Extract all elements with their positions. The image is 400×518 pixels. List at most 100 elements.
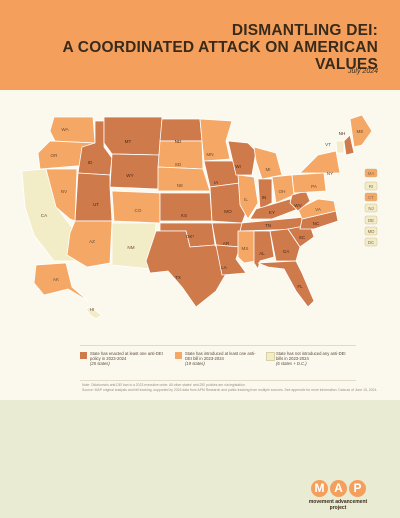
state-label-mo: MO: [224, 209, 232, 214]
state-label-al: AL: [259, 251, 265, 256]
state-label-mn: MN: [206, 152, 213, 157]
page-title: DISMANTLING DEI: A COORDINATED ATTACK ON…: [8, 22, 378, 73]
state-label-nc: NC: [313, 221, 320, 226]
state-box-de: [364, 215, 378, 225]
state-mt: [103, 116, 163, 156]
state-mn: [199, 118, 233, 162]
state-ut: [74, 172, 113, 222]
state-az: [66, 220, 113, 268]
state-label-ca: CA: [41, 213, 48, 218]
logo-letter-p: P: [349, 480, 366, 497]
state-box-label-nj: NJ: [368, 206, 373, 211]
state-box-ct: [364, 192, 378, 202]
state-box-nj: [364, 203, 378, 213]
state-label-ak: AK: [53, 277, 60, 282]
state-box-label-de: DE: [368, 218, 374, 223]
legend-swatch-introduced: [175, 352, 182, 359]
state-box-ma: [364, 168, 378, 178]
state-label-me: ME: [357, 129, 364, 134]
legend-note-not-introduced: (6 states + D.C.): [276, 361, 307, 367]
state-label-il: IL: [244, 197, 248, 202]
header-band: [0, 0, 400, 90]
state-mo: [209, 182, 249, 224]
map-logo: M A P movement advancement project: [300, 480, 376, 511]
state-label-hi: HI: [90, 307, 95, 312]
state-label-co: CO: [135, 208, 142, 213]
state-label-ok: OK*: [186, 234, 195, 239]
state-label-id: ID: [88, 160, 93, 165]
state-label-wa: WA: [61, 127, 69, 132]
state-box-label-md: MD: [368, 229, 375, 234]
state-label-sd: SD: [175, 162, 182, 167]
state-label-az: AZ: [89, 239, 95, 244]
title-line-2: A COORDINATED ATTACK ON AMERICAN VALUES: [62, 39, 378, 73]
state-label-ky: KY: [269, 210, 275, 215]
state-box-label-ma: MA: [368, 171, 375, 176]
state-ak: [33, 262, 89, 302]
logo-tagline: movement advancement project: [308, 499, 368, 511]
note-line-1: Note: Oklahoma's anti-DEI ban is a 2023 …: [82, 383, 246, 387]
state-va: [297, 198, 337, 220]
state-box-ri: [364, 181, 378, 191]
state-label-la: LA: [221, 265, 228, 270]
state-ky: [249, 198, 299, 220]
legend-text-introduced: State has introduced at least one anti-D…: [185, 351, 256, 362]
state-wi: [227, 140, 257, 176]
state-box-label-ri: RI: [369, 184, 373, 189]
legend-swatch-enacted: [80, 352, 87, 359]
us-map-svg: WA OR CA NV ID MT WY UT AZ CO NM ND SD NE KS OK* TX MN IA M…: [21, 114, 378, 320]
state-mi: [253, 146, 283, 180]
state-label-mi: MI: [265, 167, 270, 172]
state-ga: [269, 228, 301, 262]
state-label-or: OR: [51, 153, 59, 158]
state-ny: [299, 150, 341, 174]
state-label-mt: MT: [125, 139, 132, 144]
state-il: [237, 174, 259, 220]
state-ne: [157, 166, 211, 192]
state-label-nm: NM: [127, 245, 134, 250]
state-la: [215, 244, 247, 276]
legend-note-enacted: (25 states): [90, 361, 110, 367]
state-label-ne: NE: [177, 183, 183, 188]
state-label-tn: TN: [265, 223, 271, 228]
state-nh: [343, 134, 355, 156]
state-nv: [45, 168, 78, 222]
legend-text-enacted: State has enacted at least one anti-DEI …: [90, 351, 163, 362]
state-label-wy: WY: [126, 173, 133, 178]
title-line-1: DISMANTLING DEI:: [231, 22, 378, 39]
state-wy: [109, 153, 161, 190]
state-label-nv: NV: [61, 189, 68, 194]
state-ms: [237, 230, 257, 264]
state-label-sc: SC: [299, 235, 306, 240]
legend-swatch-not-introduced: [266, 352, 275, 361]
state-pa: [291, 172, 327, 194]
state-me: [349, 114, 373, 148]
state-label-ar: AR: [223, 241, 230, 246]
legend-text-not-introduced: State has not introduced any anti-DEI bi…: [276, 351, 346, 362]
source-notes: Note: Oklahoma's anti-DEI ban is a 2023 …: [82, 383, 382, 393]
state-label-in: IN: [262, 195, 267, 200]
state-label-pa: PA: [311, 184, 318, 189]
publication-date: July 2024: [348, 68, 378, 75]
state-label-ga: GA: [283, 249, 291, 254]
state-nd: [159, 118, 203, 142]
legend-note-introduced: (19 states): [185, 361, 205, 367]
state-box-md: [364, 226, 378, 236]
state-label-tx: TX: [175, 275, 181, 280]
state-label-nd: ND: [175, 139, 182, 144]
state-co: [111, 190, 161, 224]
state-label-oh: OH: [279, 189, 286, 194]
state-label-vt: VT: [325, 142, 331, 147]
state-label-nh: NH: [339, 131, 346, 136]
state-label-ks: KS: [181, 213, 187, 218]
state-tx: [145, 230, 231, 308]
state-fl: [257, 260, 315, 308]
footer-band: [0, 400, 400, 518]
us-map: WA OR CA NV ID MT WY UT AZ CO NM ND SD NE KS OK* TX MN IA M…: [0, 95, 400, 340]
note-line-2: Source: MAP original analysis and bill t…: [82, 388, 378, 392]
state-label-wv: WV: [294, 203, 302, 208]
state-label-ut: UT: [93, 202, 99, 207]
state-wa: [49, 116, 96, 144]
state-label-ms: MS: [242, 246, 249, 251]
state-box-label-dc: DC: [368, 240, 374, 245]
